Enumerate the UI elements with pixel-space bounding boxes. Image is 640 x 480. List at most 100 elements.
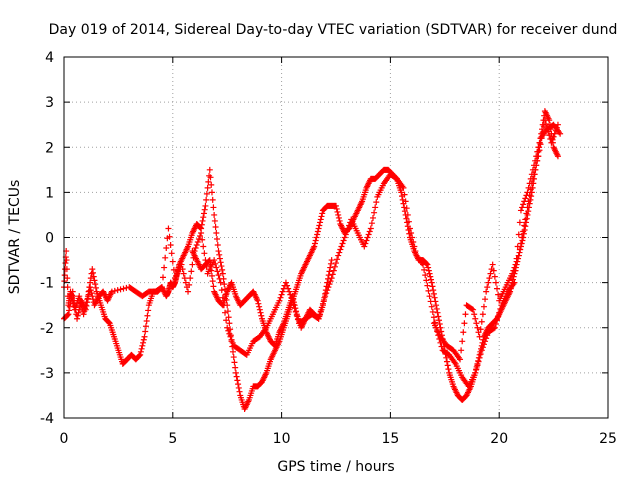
data-point-marker: [363, 237, 370, 244]
data-point-marker: [434, 309, 441, 316]
data-point-marker: [444, 362, 451, 369]
data-point-marker: [469, 305, 475, 312]
data-point-marker: [143, 317, 150, 324]
data-point-marker: [198, 229, 205, 236]
data-point-marker: [325, 272, 332, 279]
data-point-marker: [476, 333, 483, 340]
data-point-marker: [74, 315, 81, 322]
data-point-marker: [470, 306, 477, 313]
data-point-marker: [365, 231, 372, 238]
data-point-marker: [234, 377, 241, 384]
data-point-marker: [158, 284, 165, 291]
data-point-marker: [545, 128, 552, 135]
data-point-marker: [140, 339, 147, 346]
data-point-marker: [522, 223, 529, 230]
data-point-marker: [494, 317, 501, 324]
data-point-marker: [327, 264, 334, 271]
data-point-marker: [232, 364, 239, 371]
data-point-marker: [221, 281, 228, 288]
data-point-marker: [316, 222, 323, 229]
data-point-marker: [485, 279, 492, 286]
data-point-marker: [206, 166, 213, 173]
y-tick-label: -4: [40, 411, 54, 427]
data-point-marker: [480, 341, 487, 348]
data-point-marker: [185, 288, 192, 295]
data-point-marker: [542, 120, 549, 127]
data-point-marker: [322, 290, 329, 297]
data-point-marker: [525, 198, 532, 205]
data-point-marker: [343, 228, 350, 235]
data-point-marker: [445, 366, 452, 373]
data-point-marker: [311, 240, 318, 247]
data-point-marker: [319, 210, 326, 217]
data-point-marker: [214, 268, 221, 275]
data-point-marker: [201, 250, 208, 257]
data-point-marker: [210, 204, 217, 211]
data-point-marker: [520, 201, 527, 208]
data-point-marker: [198, 221, 205, 228]
y-tick-label: -3: [40, 366, 54, 382]
data-point-marker: [321, 294, 328, 301]
data-point-marker: [192, 245, 199, 252]
data-point-marker: [206, 257, 213, 264]
data-point-marker: [314, 228, 321, 235]
data-point-marker: [225, 327, 232, 334]
data-point-marker: [145, 307, 152, 314]
data-point-marker: [189, 261, 196, 268]
data-point-marker: [479, 344, 486, 351]
data-point-marker: [535, 144, 542, 151]
data-point-marker: [87, 284, 94, 291]
data-point-marker: [65, 311, 72, 318]
data-point-marker: [180, 270, 187, 277]
data-point-marker: [225, 314, 232, 321]
data-point-marker: [187, 275, 194, 282]
data-point-marker: [142, 328, 149, 335]
data-point-marker: [494, 285, 501, 292]
data-point-marker: [554, 153, 561, 160]
data-point-marker: [105, 319, 112, 326]
data-point-marker: [460, 329, 467, 336]
data-point-marker: [496, 309, 503, 316]
data-point-marker: [406, 225, 413, 232]
data-point-marker: [459, 338, 466, 345]
data-point-marker: [137, 348, 144, 355]
series-track-d: [430, 117, 561, 363]
data-point-marker: [210, 283, 217, 290]
data-point-marker: [430, 290, 437, 297]
series-track-b: [61, 121, 564, 390]
data-point-marker: [330, 267, 337, 274]
data-point-marker: [423, 260, 430, 267]
data-point-marker: [336, 217, 343, 224]
data-point-marker: [284, 282, 291, 289]
data-point-marker: [517, 240, 524, 247]
data-point-marker: [160, 274, 167, 281]
data-point-marker: [429, 308, 436, 315]
y-tick-label: -2: [40, 321, 54, 337]
data-point-marker: [286, 288, 293, 295]
data-point-marker: [333, 205, 340, 212]
data-point-marker: [479, 311, 486, 318]
data-point-marker: [216, 251, 223, 258]
data-point-marker: [544, 124, 551, 131]
data-point-marker: [315, 225, 322, 232]
data-point-marker: [401, 191, 408, 198]
data-point-marker: [218, 287, 225, 294]
y-tick-label: 0: [45, 231, 54, 247]
data-point-marker: [430, 287, 437, 294]
data-point-marker: [412, 248, 419, 255]
data-point-marker: [408, 229, 415, 236]
data-point-marker: [398, 189, 405, 196]
data-point-marker: [514, 243, 521, 250]
data-point-marker: [457, 356, 464, 363]
data-point-marker: [216, 275, 223, 282]
data-point-marker: [430, 314, 437, 321]
data-point-marker: [257, 309, 264, 316]
data-point-marker: [207, 174, 214, 181]
data-point-marker: [193, 242, 200, 249]
data-point-marker: [70, 293, 77, 300]
data-point-marker: [509, 270, 516, 277]
data-point-marker: [202, 202, 209, 209]
data-point-marker: [75, 309, 82, 316]
data-point-marker: [433, 305, 440, 312]
data-point-marker: [178, 261, 185, 268]
